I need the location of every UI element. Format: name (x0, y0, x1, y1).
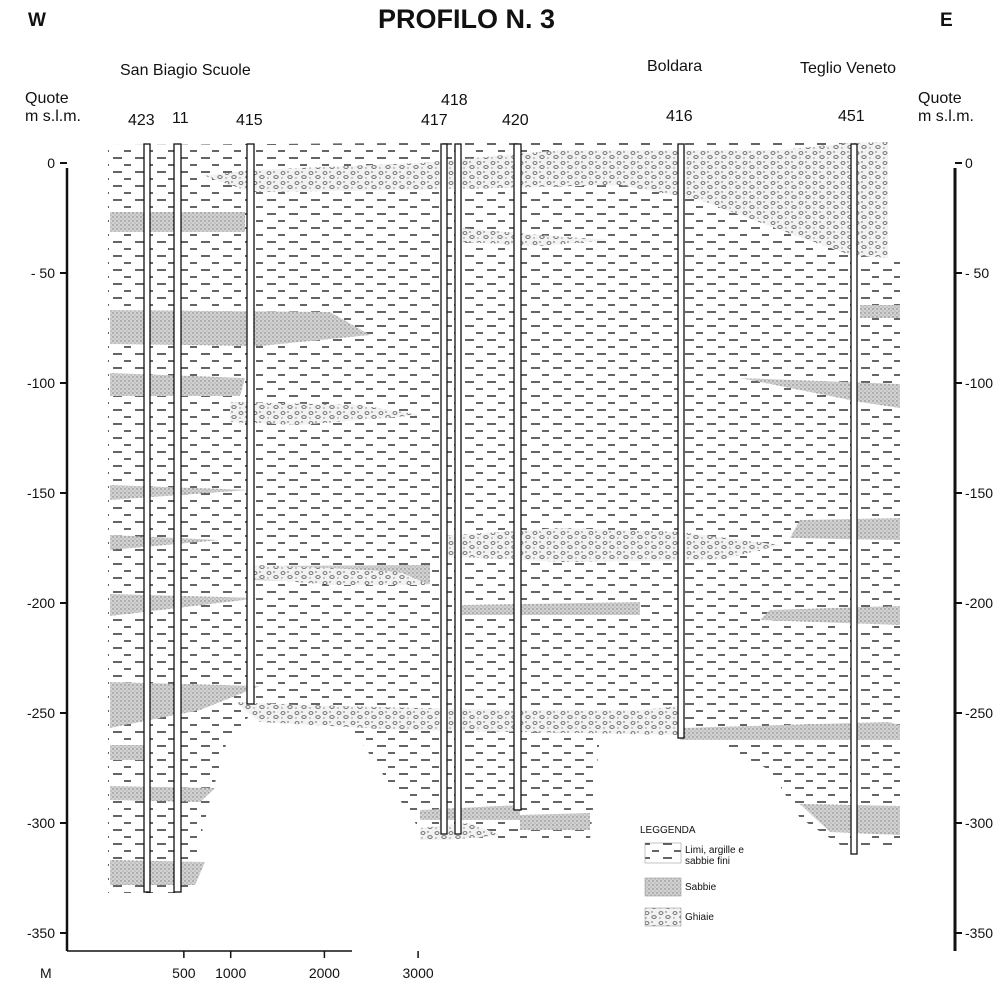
right-tick-label: -350 (965, 925, 993, 941)
right-tick-label: -250 (965, 705, 993, 721)
right-tick-label: 0 (965, 155, 973, 171)
well-416 (677, 143, 685, 739)
right-axis-unit: m s.l.m. (918, 108, 974, 125)
well-label-417: 417 (421, 112, 448, 129)
well-418 (454, 143, 462, 835)
left-axis-ticks: 0 - 50 -100 -150 -200 -250 -300 -350 (27, 155, 67, 941)
well-label-420: 420 (502, 112, 529, 129)
clay-body (108, 140, 900, 893)
left-tick-label: -100 (27, 375, 55, 391)
well-label-416: 416 (666, 108, 693, 125)
legend-swatch-gravel (644, 907, 682, 927)
legend-sand-label: Sabbie (685, 882, 717, 893)
place-boldara: Boldara (647, 58, 703, 75)
left-tick-label: - 50 (31, 265, 55, 281)
legend: LEGGENDA Limi, argille e sabbie fini Sab… (640, 825, 744, 927)
legend-clay-label-1: Limi, argille e (685, 845, 744, 856)
legend-swatch-sand (644, 877, 682, 897)
scale-tick-label: 3000 (403, 965, 434, 981)
right-tick-label: - 50 (965, 265, 989, 281)
left-axis-title: Quote (25, 90, 69, 107)
scale-tick-label: 500 (172, 965, 196, 981)
left-tick-label: -150 (27, 485, 55, 501)
left-tick-label: -250 (27, 705, 55, 721)
place-san-biagio: San Biagio Scuole (120, 62, 251, 79)
place-teglio: Teglio Veneto (800, 60, 897, 77)
distance-scale-ticks: M 500 1000 2000 3000 (40, 951, 434, 981)
left-tick-label: 0 (47, 155, 55, 171)
well-423 (143, 143, 151, 893)
well-11 (173, 143, 182, 893)
well-label-415: 415 (236, 112, 263, 129)
wells (143, 143, 858, 893)
legend-swatch-clay (644, 842, 682, 864)
right-tick-label: -300 (965, 815, 993, 831)
right-axis-ticks: 0 - 50 -100 -150 -200 -250 -300 -350 (955, 155, 993, 941)
scale-tick-label: 1000 (215, 965, 246, 981)
legend-clay-label-2: sabbie fini (685, 856, 730, 867)
legend-gravel-label: Ghiaie (685, 912, 714, 923)
well-label-418: 418 (441, 92, 468, 109)
right-axis-title: Quote (918, 90, 962, 107)
legend-title: LEGGENDA (640, 825, 696, 836)
left-tick-label: -300 (27, 815, 55, 831)
east-label: E (940, 10, 953, 31)
left-axis-unit: m s.l.m. (25, 108, 81, 125)
well-label-423: 423 (128, 112, 155, 129)
right-tick-label: -150 (965, 485, 993, 501)
well-417 (440, 143, 448, 835)
well-451 (850, 143, 858, 855)
page-title: PROFILO N. 3 (378, 4, 556, 34)
scale-unit-label: M (40, 965, 52, 981)
left-tick-label: -350 (27, 925, 55, 941)
well-415 (246, 143, 255, 705)
west-label: W (28, 10, 46, 31)
left-tick-label: -200 (27, 595, 55, 611)
well-label-11: 11 (172, 110, 189, 127)
right-tick-label: -100 (965, 375, 993, 391)
scale-tick-label: 2000 (309, 965, 340, 981)
well-label-451: 451 (838, 108, 865, 125)
well-420 (513, 143, 522, 811)
right-tick-label: -200 (965, 595, 993, 611)
